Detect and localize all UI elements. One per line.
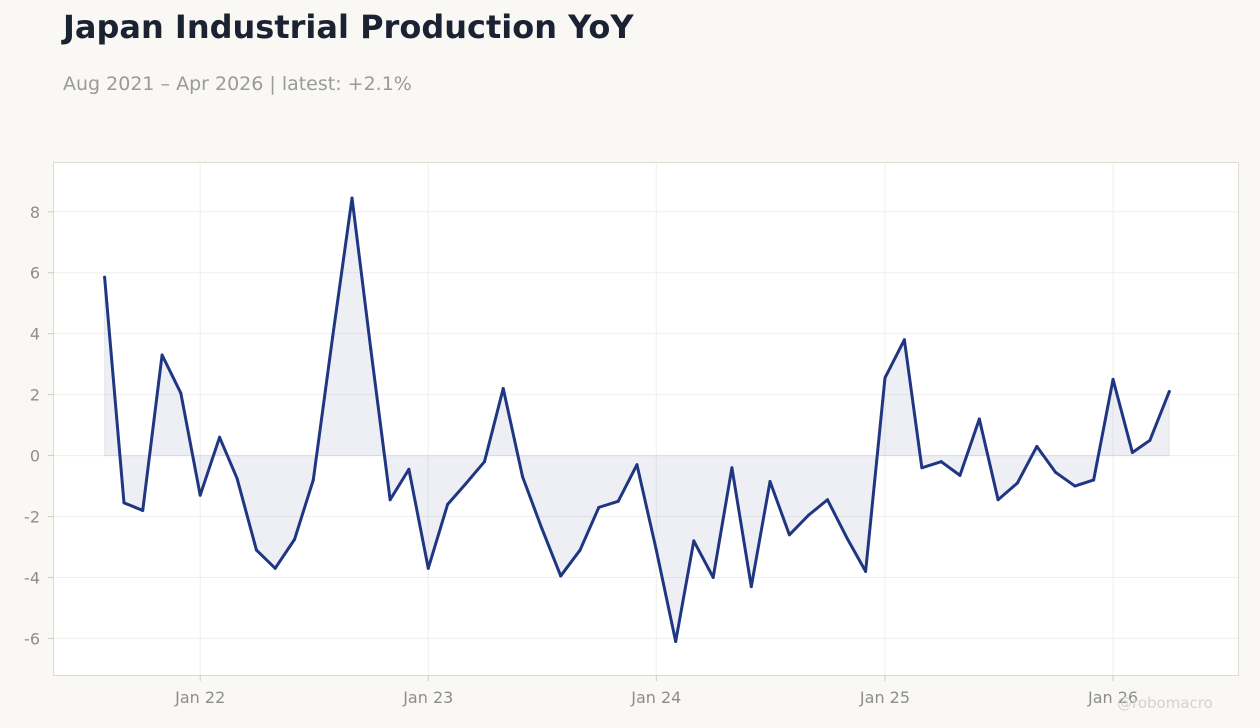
y-tick-label: 6 [30,264,40,283]
data-point [730,466,734,470]
data-point [446,502,450,506]
data-point [807,513,811,517]
data-point [388,498,392,502]
data-point [463,483,467,487]
data-point [141,508,145,512]
data-point [616,499,620,503]
data-point [1035,444,1039,448]
data-point [501,387,505,391]
data-point [674,639,678,643]
data-point [1073,484,1077,488]
x-tick-label: Jan 22 [174,688,225,707]
data-point [845,536,849,540]
data-point [958,473,962,477]
data-point [218,435,222,439]
data-point [426,566,430,570]
data-point [235,476,239,480]
data-point [883,376,887,380]
data-point [1148,438,1152,442]
data-point [749,585,753,589]
data-point [521,475,525,479]
data-point [254,548,258,552]
data-point [692,539,696,543]
y-tick-label: -2 [24,508,40,527]
x-tick-label: Jan 25 [859,688,910,707]
x-tick-label: Jan 26 [1087,688,1138,707]
data-point [350,196,354,200]
x-tick-label: Jan 23 [402,688,453,707]
data-point [273,566,277,570]
data-point [1092,478,1096,482]
data-point [103,275,107,279]
data-point [293,537,297,541]
grid-lines [54,163,1238,675]
data-point [902,338,906,342]
data-point [826,498,830,502]
y-tick-label: -6 [24,629,40,648]
x-tick-label: Jan 24 [630,688,681,707]
data-point [179,391,183,395]
data-point [198,493,202,497]
data-point [1054,470,1058,474]
data-point [597,505,601,509]
data-point [977,417,981,421]
data-point [768,479,772,483]
x-axis: Jan 22 Jan 23 Jan 24 Jan 25 Jan 26 [174,675,1138,707]
data-point [920,466,924,470]
chart-subtitle: Aug 2021 – Apr 2026 | latest: +2.1% [63,73,412,95]
data-point [996,498,1000,502]
data-point [122,501,126,505]
data-points [103,196,1171,643]
data-point [160,353,164,357]
data-point [1111,377,1115,381]
plot-area [53,162,1239,676]
y-tick-label: 8 [30,203,40,222]
y-axis: -6 -4 -2 0 2 4 6 8 [24,203,54,648]
data-point [407,467,411,471]
y-tick-label: 4 [30,325,40,344]
data-point [711,575,715,579]
data-point [939,460,943,464]
chart-title: Japan Industrial Production YoY [63,8,634,46]
data-point [787,533,791,537]
data-point [864,569,868,573]
data-point [331,335,335,339]
data-point [1167,390,1171,394]
data-point [559,574,563,578]
data-point [578,548,582,552]
data-point [635,463,639,467]
y-tick-label: 2 [30,386,40,405]
data-point [1015,481,1019,485]
data-point [482,460,486,464]
watermark: @robomacro [1117,694,1213,712]
data-point [1130,451,1134,455]
data-point [654,548,658,552]
data-point [539,525,543,529]
data-point [311,478,315,482]
y-tick-label: -4 [24,568,40,587]
data-point [369,347,373,351]
y-tick-label: 0 [30,447,40,466]
